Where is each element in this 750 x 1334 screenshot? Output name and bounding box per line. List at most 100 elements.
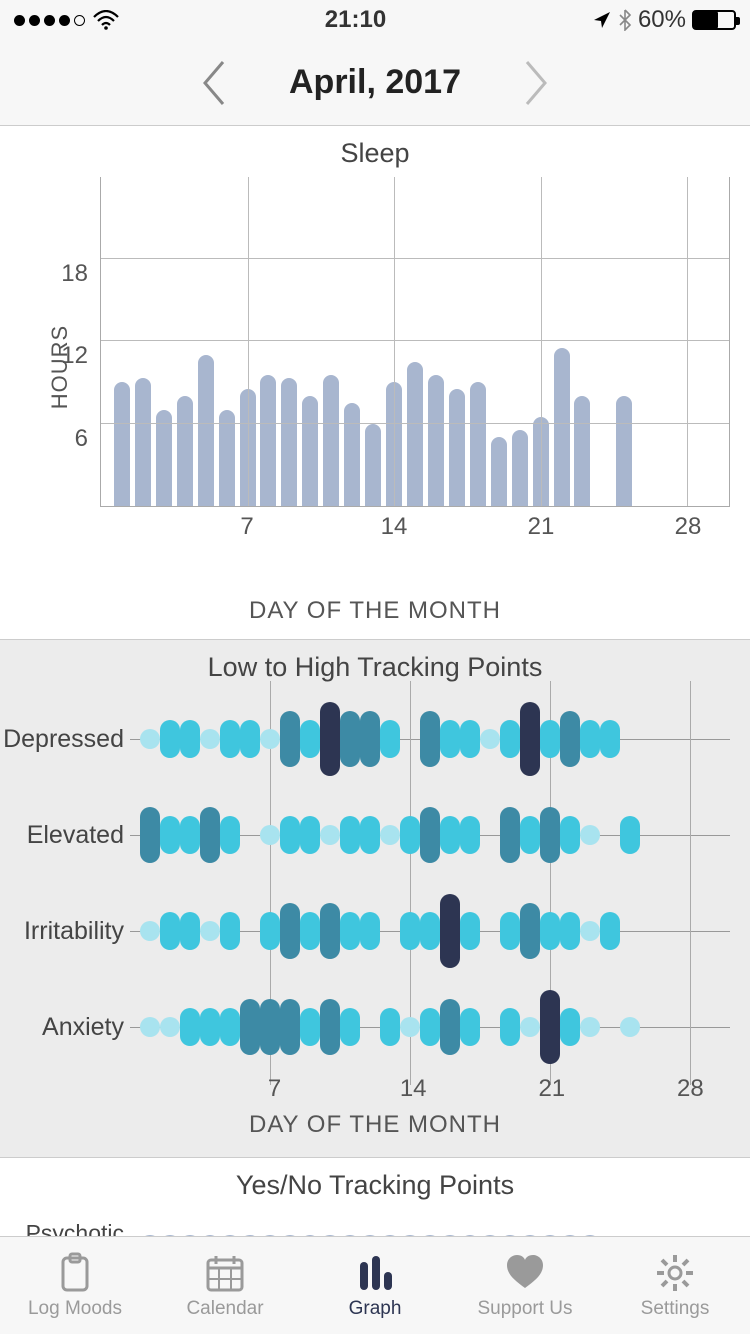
track-pill [580,1017,600,1037]
track-pill [400,1017,420,1037]
tracking-section: Low to High Tracking Points DepressedEle… [0,639,750,1157]
x-tick: 21 [538,1075,565,1103]
track-pill [600,912,620,950]
sleep-bar [323,375,339,506]
tab-log[interactable]: Log Moods [0,1237,150,1334]
tab-bar: Log Moods CalendarGraphSupport UsSettings [0,1236,750,1334]
x-tick: 14 [400,1075,427,1103]
sleep-bar [407,362,423,506]
tab-support[interactable]: Support Us [450,1237,600,1334]
track-pill [500,807,520,863]
tab-graph[interactable]: Graph [300,1237,450,1334]
track-pill [160,720,180,758]
track-row: Irritability [0,883,750,979]
track-pill [560,1008,580,1046]
track-pill [420,912,440,950]
prev-month-button[interactable] [199,58,229,108]
sleep-title: Sleep [0,126,750,177]
sleep-bar [449,389,465,506]
sleep-section: Sleep HOURS 61218 7142128 DAY OF THE MON… [0,126,750,625]
track-pill [380,720,400,758]
track-pill [580,825,600,845]
track-pill [460,912,480,950]
sleep-bar [470,382,486,506]
track-pill [600,720,620,758]
track-pill [320,903,340,959]
bluetooth-icon [618,9,632,31]
support-icon [504,1252,546,1294]
month-header: April, 2017 [0,40,750,126]
track-pill [620,816,640,854]
track-plot [130,979,730,1075]
track-pill [200,729,220,749]
sleep-bar [177,396,193,506]
track-plot [130,787,730,883]
battery-icon [692,10,736,30]
signal-dot [44,15,55,26]
track-row: Elevated [0,787,750,883]
sleep-bar [491,437,507,506]
track-pill [260,999,280,1055]
track-pill [420,1008,440,1046]
status-time: 21:10 [325,6,386,34]
log-icon [54,1252,96,1294]
x-tick: 28 [675,513,702,541]
track-pill [180,816,200,854]
signal-dots [14,15,85,26]
signal-dot [29,15,40,26]
sleep-bar [365,424,381,507]
sleep-bar [302,396,318,506]
track-pill [240,720,260,758]
track-pill [400,816,420,854]
calendar-icon [204,1252,246,1294]
sleep-bar [512,430,528,506]
wifi-icon [93,10,119,30]
track-pill [340,912,360,950]
track-pill [540,807,560,863]
graph-icon [354,1252,396,1294]
track-pill [320,999,340,1055]
track-pill [460,1008,480,1046]
tab-calendar[interactable]: Calendar [150,1237,300,1334]
sleep-bar [219,410,235,506]
track-pill [260,729,280,749]
track-pill [180,912,200,950]
track-pill [140,921,160,941]
track-pill [560,816,580,854]
sleep-bar [135,378,151,506]
track-pill [220,720,240,758]
track-pill [480,729,500,749]
x-tick: 7 [268,1075,281,1103]
tab-settings[interactable]: Settings [600,1237,750,1334]
status-left [14,10,119,30]
sleep-bar [554,348,570,506]
status-bar: 21:10 60% [0,0,750,40]
sleep-bar [156,410,172,506]
track-pill [540,990,560,1064]
sleep-bar [574,396,590,506]
sleep-bar [344,403,360,506]
tracking-x-label: DAY OF THE MONTH [0,1111,750,1139]
track-pill [580,720,600,758]
track-pill [280,903,300,959]
track-pill [460,816,480,854]
track-pill [300,816,320,854]
tracking-title: Low to High Tracking Points [0,640,750,691]
sleep-chart: HOURS 61218 7142128 [0,177,750,557]
track-pill [300,912,320,950]
settings-icon [654,1252,696,1294]
sleep-bar [281,378,297,506]
track-pill [140,1017,160,1037]
track-pill [440,816,460,854]
track-pill [160,912,180,950]
track-pill [320,825,340,845]
tab-label: Log Moods [28,1298,122,1320]
next-month-button[interactable] [521,58,551,108]
track-plot [130,883,730,979]
track-pill [380,1008,400,1046]
track-pill [160,816,180,854]
sleep-bar [260,375,276,506]
track-row: Anxiety [0,979,750,1075]
track-pill [520,1017,540,1037]
track-pill [220,1008,240,1046]
